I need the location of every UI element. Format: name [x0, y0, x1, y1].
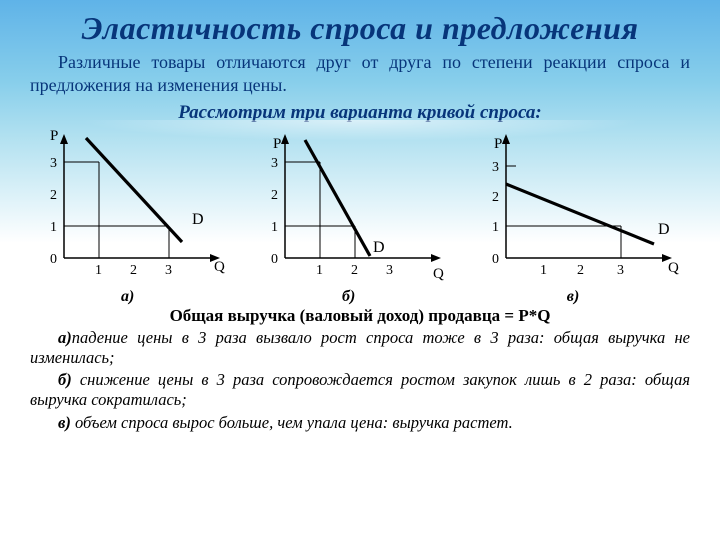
svg-text:1: 1 — [316, 263, 323, 278]
svg-text:3: 3 — [492, 160, 499, 175]
svg-text:D: D — [373, 239, 385, 256]
chart-c: 0 1 2 3 1 2 3 P Q Dв) — [476, 126, 686, 304]
chart-label-c: в) — [567, 288, 579, 306]
chart-label-a: а) — [121, 288, 134, 306]
svg-text:3: 3 — [271, 156, 278, 171]
svg-text:3: 3 — [617, 263, 624, 278]
svg-text:Q: Q — [668, 260, 679, 276]
case-c-text: объем спроса вырос больше, чем упала цен… — [71, 413, 513, 432]
svg-text:1: 1 — [50, 220, 57, 235]
svg-text:3: 3 — [165, 263, 172, 278]
svg-text:Q: Q — [433, 266, 444, 282]
case-a: а)падение цены в 3 раза вызвало рост спр… — [30, 328, 690, 368]
svg-text:P: P — [50, 128, 58, 144]
svg-text:0: 0 — [271, 252, 278, 267]
svg-text:2: 2 — [50, 188, 57, 203]
svg-text:1: 1 — [492, 220, 499, 235]
case-c: в) объем спроса вырос больше, чем упала … — [30, 413, 690, 433]
svg-text:3: 3 — [50, 156, 57, 171]
svg-text:P: P — [273, 136, 281, 152]
svg-text:2: 2 — [271, 188, 278, 203]
chart-a: 0 1 2 3 1 2 3 P Q Dа) — [34, 126, 234, 304]
subtitle: Рассмотрим три варианта кривой спроса: — [30, 102, 690, 124]
svg-text:P: P — [494, 136, 502, 152]
slide-title: Эластичность спроса и предложения — [30, 10, 690, 47]
case-b-tag: б) — [58, 370, 72, 389]
case-a-tag: а) — [58, 328, 72, 347]
svg-text:1: 1 — [540, 263, 547, 278]
svg-text:2: 2 — [130, 263, 137, 278]
formula: Общая выручка (валовый доход) продавца =… — [30, 306, 690, 326]
svg-text:Q: Q — [214, 259, 225, 275]
svg-text:0: 0 — [492, 252, 499, 267]
svg-text:1: 1 — [271, 220, 278, 235]
svg-text:3: 3 — [386, 263, 393, 278]
svg-text:2: 2 — [351, 263, 358, 278]
case-a-text: падение цены в 3 раза вызвало рост спрос… — [30, 328, 690, 367]
chart-b: 0 1 2 3 1 2 3 P Q Dб) — [255, 126, 455, 304]
svg-text:D: D — [658, 221, 670, 238]
slide: Эластичность спроса и предложения Различ… — [0, 0, 720, 540]
svg-text:2: 2 — [577, 263, 584, 278]
case-b-text: снижение цены в 3 раза сопровождается ро… — [30, 370, 690, 409]
case-c-tag: в) — [58, 413, 71, 432]
charts-row: 0 1 2 3 1 2 3 P Q Dа) 0 1 2 3 1 2 3 P Q Dб) 0 1 2 3 1 2 3 P Q Dв) — [30, 126, 690, 304]
svg-text:1: 1 — [95, 263, 102, 278]
svg-text:2: 2 — [492, 190, 499, 205]
svg-text:0: 0 — [50, 252, 57, 267]
chart-label-b: б) — [342, 288, 355, 306]
case-b: б) снижение цены в 3 раза сопровождается… — [30, 370, 690, 410]
intro-text: Различные товары отличаются друг от друг… — [30, 51, 690, 96]
svg-text:D: D — [192, 211, 204, 228]
